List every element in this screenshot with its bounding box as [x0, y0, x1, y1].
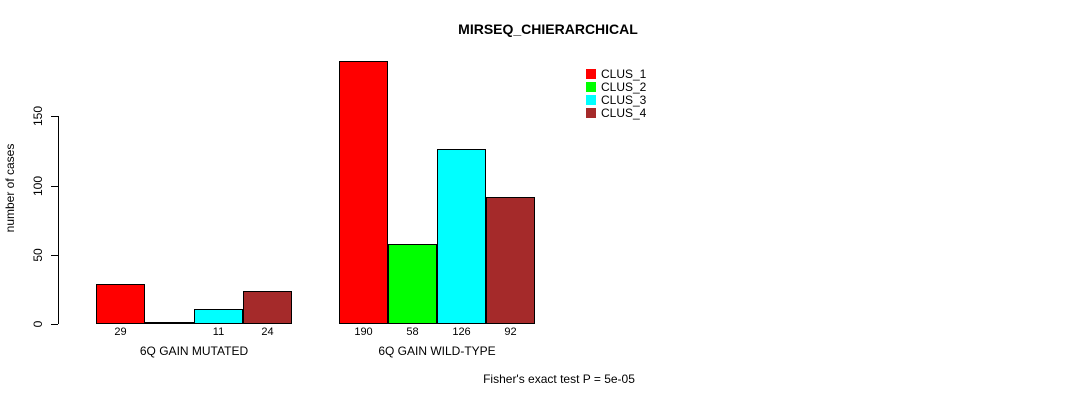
y-axis-label: number of cases [3, 143, 17, 233]
legend-item: CLUS_1 [586, 66, 647, 81]
y-axis-line [58, 116, 59, 324]
fisher-test-annotation: Fisher's exact test P = 5e-05 [483, 372, 635, 386]
legend-label: CLUS_3 [601, 92, 647, 107]
chart-title: MIRSEQ_CHIERARCHICAL [458, 21, 638, 37]
bar-clus_3-2 [437, 149, 486, 324]
x-category-label: 6Q GAIN MUTATED [139, 344, 249, 358]
legend-item: CLUS_3 [586, 92, 647, 107]
bar-value-label: 92 [504, 326, 517, 338]
bar-clus_1-2 [339, 61, 388, 324]
y-tick-mark [51, 324, 58, 325]
legend-label: CLUS_2 [601, 79, 647, 94]
bar-value-label: 24 [261, 326, 274, 338]
bar-clus_4-1 [243, 291, 292, 324]
y-tick-mark [51, 255, 58, 256]
bar-clus_2-1-zero [145, 322, 194, 324]
bar-clus_4-2 [486, 197, 535, 324]
y-tick-label: 150 [31, 105, 45, 127]
bar-clus_3-1 [194, 309, 243, 324]
bar-clus_1-1 [96, 284, 145, 324]
y-tick-mark [51, 186, 58, 187]
y-tick-label: 0 [31, 320, 45, 328]
bar-value-label: 29 [114, 326, 127, 338]
bar-clus_2-2 [388, 244, 437, 324]
y-tick-label: 50 [31, 248, 45, 262]
bar-value-label: 11 [212, 326, 225, 338]
legend-label: CLUS_4 [601, 105, 647, 120]
bar-value-label: 190 [354, 326, 373, 338]
bar-value-label: 126 [452, 326, 471, 338]
legend-label: CLUS_1 [601, 66, 647, 81]
legend-swatch-clus_3 [586, 94, 596, 105]
bar-value-label: 58 [406, 326, 419, 338]
y-tick-mark [51, 116, 58, 117]
x-category-label: 6Q GAIN WILD-TYPE [378, 344, 496, 358]
legend-item: CLUS_4 [586, 105, 647, 120]
legend-item: CLUS_2 [586, 79, 647, 94]
legend-swatch-clus_4 [586, 107, 596, 118]
legend: CLUS_1 CLUS_2 CLUS_3 CLUS_4 [586, 66, 647, 120]
y-tick-label: 100 [31, 175, 45, 197]
legend-swatch-clus_2 [586, 81, 596, 92]
legend-swatch-clus_1 [586, 68, 596, 79]
